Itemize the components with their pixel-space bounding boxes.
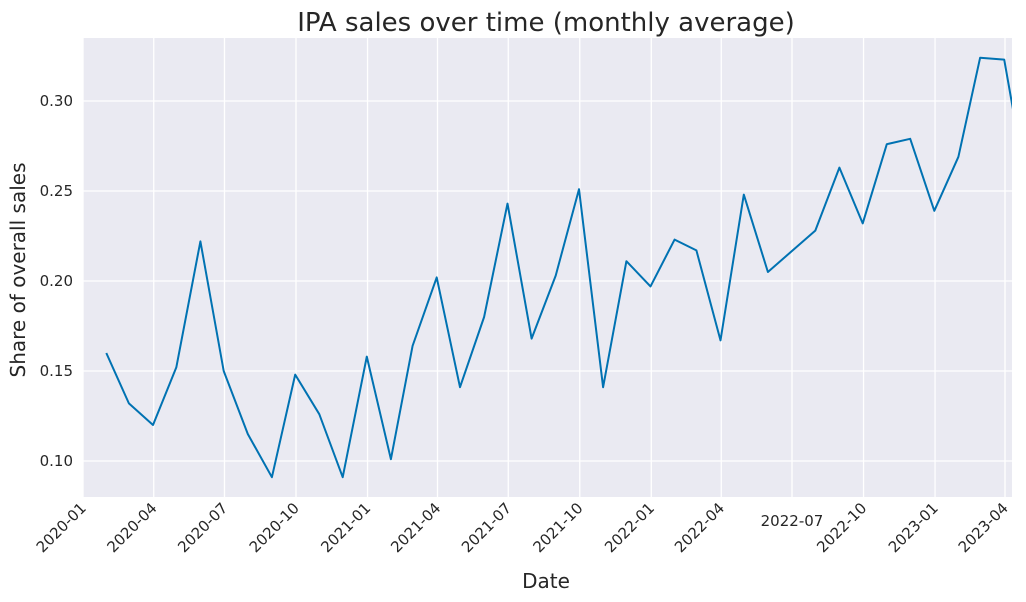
x-tick-label: 2021-01 [317, 499, 374, 556]
x-tick-label: 2021-04 [387, 499, 444, 556]
x-tick-label: 2021-10 [530, 499, 587, 556]
y-tick-label: 0.25 [40, 182, 73, 200]
x-gridlines [82, 38, 1006, 497]
x-tick-label: 2020-04 [104, 499, 161, 556]
y-tick-label: 0.30 [40, 92, 73, 110]
x-tick-label: 2023-01 [885, 499, 942, 556]
x-tick-label: 2020-07 [174, 499, 231, 556]
x-tick-label: 2020-01 [33, 499, 90, 556]
x-tick-label: 2022-01 [601, 499, 658, 556]
y-tick-label: 0.15 [40, 362, 73, 380]
plot-background [83, 38, 1012, 497]
x-tick-label: 2022-07 [761, 512, 824, 530]
x-tick-label: 2022-04 [671, 499, 728, 556]
x-tick-label: 2021-07 [458, 499, 515, 556]
x-tick-label: 2020-10 [246, 499, 303, 556]
y-tick-label: 0.20 [40, 272, 73, 290]
x-tick-labels: 2020-01 2020-04 2020-07 2020-10 2021-01 2021-… [33, 499, 1012, 556]
x-tick-label: 2023-04 [955, 499, 1012, 556]
y-axis-label: Share of overall sales [6, 163, 30, 378]
y-tick-label: 0.10 [40, 452, 73, 470]
y-tick-labels: 0.10 0.15 0.20 0.25 0.30 [40, 92, 73, 470]
x-axis-label: Date [522, 569, 570, 593]
series-line [105, 56, 1012, 479]
chart-title: IPA sales over time (monthly average) [297, 8, 794, 38]
y-gridlines [83, 100, 1012, 462]
